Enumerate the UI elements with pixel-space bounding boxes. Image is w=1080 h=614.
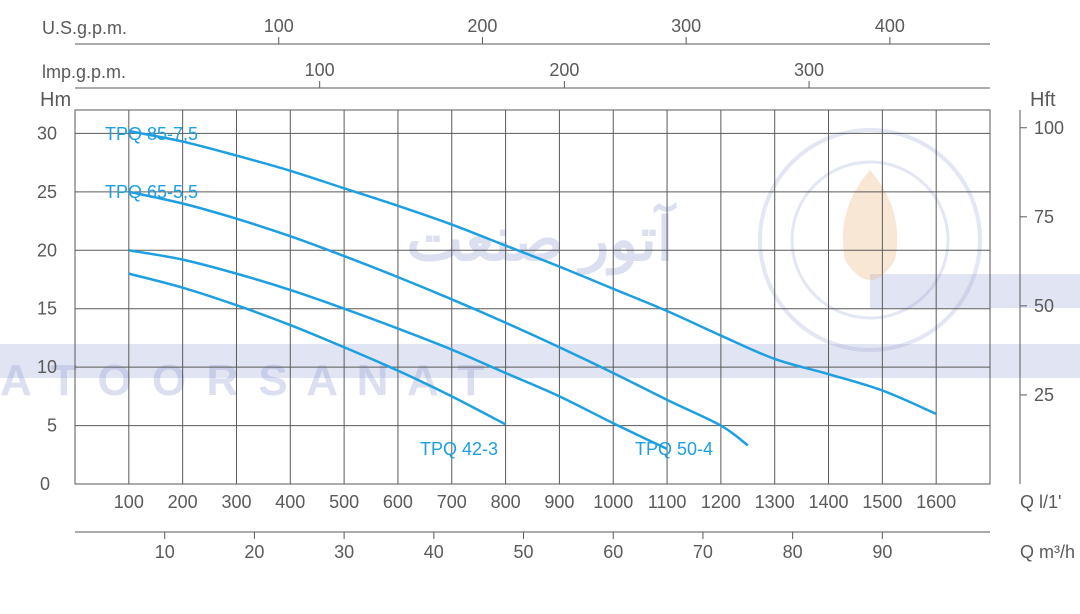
xtick-m3h: 80 <box>783 542 803 562</box>
xtick-impgpm: 200 <box>549 60 579 80</box>
xlabel-lmin: Q l/1' <box>1020 492 1061 512</box>
xtick-m3h: 40 <box>424 542 444 562</box>
ytick-hm: 25 <box>37 182 57 202</box>
xlabel-impgpm: lmp.g.p.m. <box>42 62 126 82</box>
series-label: TPQ 42-3 <box>420 439 498 459</box>
xtick-m3h: 70 <box>693 542 713 562</box>
xtick-lmin: 800 <box>491 492 521 512</box>
xtick-usgpm: 300 <box>671 16 701 36</box>
xtick-m3h: 50 <box>514 542 534 562</box>
xtick-lmin: 200 <box>168 492 198 512</box>
ytick-zero: 0 <box>40 474 50 494</box>
series-label: TPQ 65-5,5 <box>105 182 198 202</box>
xtick-impgpm: 100 <box>305 60 335 80</box>
xtick-m3h: 10 <box>155 542 175 562</box>
xtick-usgpm: 100 <box>264 16 294 36</box>
series-label: TPQ 85-7,5 <box>105 124 198 144</box>
ytick-hm: 5 <box>47 416 57 436</box>
xtick-lmin: 1000 <box>593 492 633 512</box>
watermark-arabic: آتور صنعت <box>407 201 677 276</box>
series-label: TPQ 50-4 <box>635 439 713 459</box>
xtick-lmin: 1600 <box>916 492 956 512</box>
xtick-lmin: 1400 <box>809 492 849 512</box>
xtick-lmin: 1100 <box>648 492 687 512</box>
xtick-m3h: 60 <box>603 542 623 562</box>
ytick-hft: 25 <box>1034 385 1054 405</box>
ytick-hft: 75 <box>1034 207 1054 227</box>
xtick-lmin: 1200 <box>701 492 741 512</box>
xtick-lmin: 400 <box>275 492 305 512</box>
xtick-lmin: 500 <box>329 492 359 512</box>
watermark-latin: A T O O R S A N A T <box>0 356 488 405</box>
ytick-hm: 10 <box>37 357 57 377</box>
watermark-flame <box>843 170 897 280</box>
xtick-impgpm: 300 <box>794 60 824 80</box>
xtick-lmin: 700 <box>437 492 467 512</box>
ylabel-hft: Hft <box>1030 89 1056 111</box>
xtick-m3h: 90 <box>872 542 892 562</box>
ytick-hm: 15 <box>37 299 57 319</box>
xlabel-m3h: Q m³/h <box>1020 542 1075 562</box>
xtick-m3h: 20 <box>244 542 264 562</box>
xtick-lmin: 1500 <box>862 492 902 512</box>
xtick-lmin: 300 <box>221 492 251 512</box>
xtick-usgpm: 400 <box>875 16 905 36</box>
xtick-m3h: 30 <box>334 542 354 562</box>
ylabel-hm: Hm <box>40 89 71 111</box>
xtick-lmin: 1300 <box>755 492 795 512</box>
ytick-hft: 100 <box>1034 118 1064 138</box>
xtick-lmin: 900 <box>544 492 574 512</box>
ytick-hft: 50 <box>1034 296 1054 316</box>
xtick-usgpm: 200 <box>467 16 497 36</box>
ytick-hm: 30 <box>37 123 57 143</box>
xlabel-usgpm: U.S.g.p.m. <box>42 18 127 38</box>
xtick-lmin: 600 <box>383 492 413 512</box>
xtick-lmin: 100 <box>114 492 144 512</box>
ytick-hm: 20 <box>37 240 57 260</box>
